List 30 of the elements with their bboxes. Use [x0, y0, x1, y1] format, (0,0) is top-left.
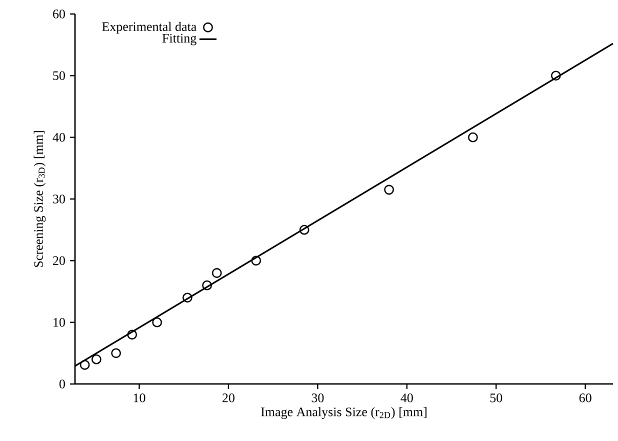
y-tick-label: 10	[54, 318, 65, 327]
point	[182, 292, 192, 303]
y-axis-title: Screening Size (r$_{3D}$) [mm]	[34, 131, 46, 267]
point	[468, 132, 478, 142]
point	[384, 184, 394, 195]
point	[251, 256, 262, 266]
x-tick-label: 30	[312, 394, 324, 402]
y-tick-label: 30	[53, 194, 65, 204]
x-tick-label: 10	[134, 394, 146, 402]
y-tick-label: 20	[53, 256, 65, 266]
x-tick-label: 50	[490, 394, 502, 402]
x-tick-label: 60	[579, 394, 592, 402]
point	[550, 70, 561, 81]
point	[299, 224, 310, 235]
y-tick-label: 40	[52, 132, 65, 142]
legend-label: Fitting	[162, 34, 196, 46]
x-axis-title: Image Analysis Size (r$_{2D}$) [mm]	[261, 407, 426, 419]
point	[111, 348, 121, 358]
point	[152, 317, 162, 328]
y-tick-label: 0	[59, 380, 65, 388]
point	[127, 330, 138, 340]
y-tick-label: 50	[53, 71, 65, 80]
point	[91, 354, 102, 364]
x-tick-label: 40	[400, 394, 413, 402]
point	[202, 280, 212, 290]
point	[212, 268, 222, 278]
point	[80, 360, 90, 370]
y-tick-label: 60	[53, 10, 65, 18]
legend-label: Experimental data	[102, 22, 196, 34]
x-tick-label: 20	[222, 394, 234, 402]
